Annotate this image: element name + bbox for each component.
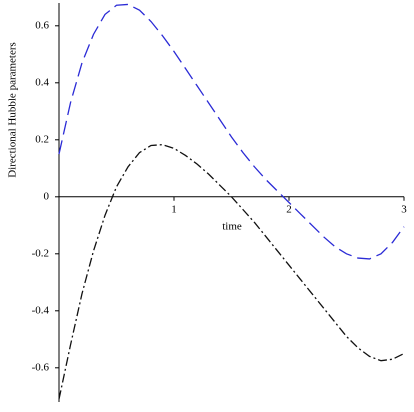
y-tick-label: 0.2	[35, 133, 49, 145]
x-axis-label: time	[222, 221, 242, 233]
series-line	[58, 3, 405, 260]
y-tick-label: -0.4	[32, 304, 50, 316]
x-tick-label: 2	[286, 203, 292, 215]
y-tick-label: 0.6	[35, 19, 49, 31]
x-tick-label: 1	[171, 203, 177, 215]
y-tick-label: -0.6	[32, 361, 50, 373]
y-axis-label: Directional Hubble parameters	[7, 42, 19, 178]
y-tick-label: -0.2	[32, 247, 49, 259]
series-line	[58, 143, 405, 400]
x-tick-label: 3	[401, 203, 407, 215]
y-tick-label: 0.4	[35, 76, 49, 88]
y-tick-label: 0	[44, 190, 50, 202]
